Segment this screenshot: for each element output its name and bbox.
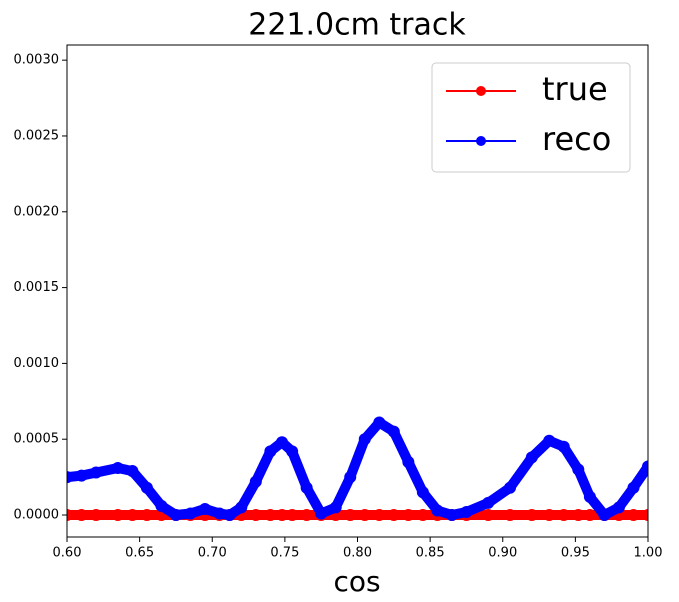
chart-title: 221.0cm track <box>248 8 466 43</box>
marker <box>431 504 444 517</box>
marker <box>75 469 88 482</box>
x-tick-label: 0.60 <box>53 546 82 561</box>
marker <box>90 509 103 522</box>
marker <box>111 509 124 522</box>
marker <box>460 505 473 518</box>
marker <box>169 509 182 522</box>
marker <box>543 509 556 522</box>
marker <box>275 509 288 522</box>
marker <box>387 425 400 438</box>
marker <box>543 434 556 447</box>
legend-label: true <box>542 70 608 108</box>
marker <box>416 486 429 499</box>
axes-frame <box>66 44 649 538</box>
marker <box>504 481 517 494</box>
marker <box>315 507 328 520</box>
marker <box>402 509 415 522</box>
marker <box>249 475 262 488</box>
y-tick-label: 0.0030 <box>14 53 60 68</box>
x-tick-label: 0.85 <box>416 546 445 561</box>
y-tick-label: 0.0000 <box>14 508 60 523</box>
marker <box>525 451 538 464</box>
x-tick-label: 0.65 <box>125 546 154 561</box>
marker <box>445 509 458 522</box>
marker <box>275 436 288 449</box>
marker <box>583 490 596 503</box>
x-tick-label: 0.70 <box>198 546 227 561</box>
marker <box>300 481 313 494</box>
marker <box>627 509 640 522</box>
x-tick-label: 0.95 <box>561 546 590 561</box>
series-line <box>67 417 648 521</box>
marker <box>213 507 226 520</box>
marker <box>557 509 570 522</box>
marker <box>286 509 299 522</box>
x-tick-label: 0.75 <box>270 546 299 561</box>
marker <box>286 445 299 458</box>
marker <box>140 509 153 522</box>
marker <box>642 460 648 473</box>
marker <box>583 509 596 522</box>
marker <box>482 509 495 522</box>
y-tick-label: 0.0015 <box>14 280 60 295</box>
marker <box>344 471 357 484</box>
legend-marker <box>476 86 486 96</box>
marker <box>358 433 371 446</box>
y-tick-label: 0.0010 <box>14 356 60 371</box>
x-tick-label: 1.00 <box>634 546 663 561</box>
marker <box>373 416 386 429</box>
marker <box>525 509 538 522</box>
marker <box>264 509 277 522</box>
marker <box>198 502 211 515</box>
marker <box>111 462 124 475</box>
marker <box>572 509 585 522</box>
x-axis-label: cos <box>333 565 380 598</box>
marker <box>387 509 400 522</box>
marker <box>235 501 248 514</box>
marker <box>184 507 197 520</box>
marker <box>67 471 73 484</box>
marker <box>612 501 625 514</box>
x-tick-label: 0.80 <box>343 546 372 561</box>
marker <box>642 509 648 522</box>
marker <box>223 509 236 522</box>
marker <box>627 481 640 494</box>
marker <box>75 509 88 522</box>
marker <box>140 481 153 494</box>
marker <box>482 496 495 509</box>
marker <box>572 463 585 476</box>
marker <box>402 455 415 468</box>
x-tick-label: 0.90 <box>488 546 517 561</box>
marker <box>598 509 611 522</box>
y-tick-label: 0.0005 <box>14 432 60 447</box>
marker <box>126 465 139 478</box>
marker <box>67 509 73 522</box>
y-tick-label: 0.0025 <box>14 128 60 143</box>
marker <box>557 440 570 453</box>
marker <box>300 509 313 522</box>
marker <box>155 499 168 512</box>
legend-marker <box>476 136 486 146</box>
marker <box>264 445 277 458</box>
marker <box>344 509 357 522</box>
marker <box>329 501 342 514</box>
marker <box>249 509 262 522</box>
marker <box>416 509 429 522</box>
marker <box>126 509 139 522</box>
y-tick-label: 0.0020 <box>14 204 60 219</box>
marker <box>373 509 386 522</box>
marker <box>90 466 103 479</box>
plot-area <box>67 416 648 522</box>
marker <box>358 509 371 522</box>
marker <box>504 509 517 522</box>
legend-label: reco <box>542 120 611 158</box>
